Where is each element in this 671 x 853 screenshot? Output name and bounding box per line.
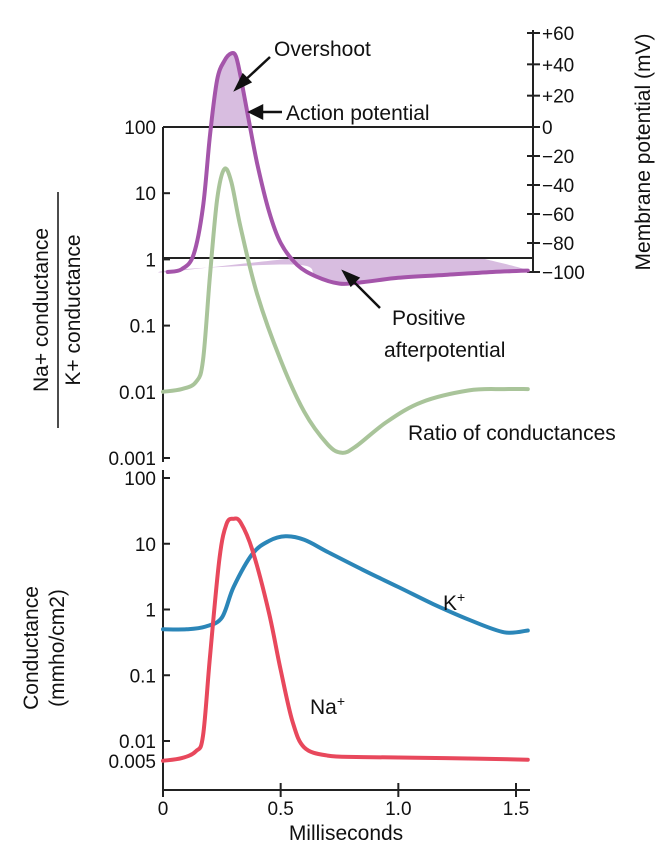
na-plus: + bbox=[337, 693, 345, 709]
mv-tick-label: −100 bbox=[542, 263, 585, 284]
ratio-axis-title: Na+ conductance K+ conductance bbox=[30, 192, 85, 428]
membrane-axis-title-group: Membrane potential (mV) bbox=[632, 34, 655, 271]
mv-tick-label: −20 bbox=[542, 147, 574, 168]
x-tick-label: 0.5 bbox=[267, 799, 293, 820]
action-potential-line bbox=[165, 50, 530, 286]
mv-tick-label: −60 bbox=[542, 205, 574, 226]
ratio-of-conductances-line bbox=[161, 166, 530, 455]
ratio-y-tick-label: 0.1 bbox=[130, 317, 156, 338]
x-tick-label: 1.0 bbox=[385, 799, 411, 820]
action-potential-label: Action potential bbox=[286, 102, 430, 125]
conductance-axis-title: Conductance (mmho/cm2) bbox=[20, 586, 69, 710]
ratio-axis-denominator: K+ conductance bbox=[62, 234, 85, 385]
conductance-y-tick-label: 0.1 bbox=[130, 666, 156, 687]
afterpotential-arrow bbox=[351, 279, 381, 309]
conductance-y-tick-label: 0.005 bbox=[108, 752, 156, 773]
mv-tick-label: −40 bbox=[542, 176, 574, 197]
conductance-y-tick-label: 100 bbox=[124, 469, 156, 490]
ratio-y-tick-label: 1 bbox=[145, 250, 156, 271]
mv-tick-label: 0 bbox=[542, 118, 553, 139]
mv-tick-label: +40 bbox=[542, 55, 574, 76]
conductance-title-line1: Conductance bbox=[20, 586, 43, 710]
overshoot-arrowhead bbox=[233, 72, 253, 92]
x-tick-label: 1.5 bbox=[503, 799, 529, 820]
ratio-y-tick-label: 0.001 bbox=[108, 449, 156, 470]
k-series-label: K+ bbox=[443, 589, 465, 615]
tick-marks bbox=[162, 32, 540, 797]
ratio-y-tick-label: 100 bbox=[124, 118, 156, 139]
ratio-y-tick-label: 0.01 bbox=[119, 383, 156, 404]
action-potential-arrowhead bbox=[247, 103, 264, 121]
tick-labels: 1001010.10.010.001+60+40+200−20−40−60−80… bbox=[108, 24, 584, 820]
na-series-label: Na+ bbox=[310, 693, 345, 719]
mv-tick-label: −80 bbox=[542, 234, 574, 255]
membrane-axis-title: Membrane potential (mV) bbox=[632, 34, 655, 271]
mv-tick-label: +60 bbox=[542, 24, 574, 45]
conductance-title-line2: (mmho/cm2) bbox=[46, 589, 69, 707]
ratio-axis-numerator: Na+ conductance bbox=[30, 228, 53, 392]
k-plus: + bbox=[457, 589, 465, 605]
k-symbol: K bbox=[443, 592, 457, 615]
overshoot-label: Overshoot bbox=[274, 38, 371, 61]
x-tick-label: 0 bbox=[158, 799, 169, 820]
conductance-y-tick-label: 0.01 bbox=[119, 732, 156, 753]
annotation-arrows bbox=[233, 56, 381, 309]
conductance-y-tick-label: 10 bbox=[135, 535, 156, 556]
positive-label: Positive bbox=[392, 307, 466, 330]
na-conductance-line bbox=[161, 516, 530, 763]
afterpotential-label: afterpotential bbox=[384, 339, 505, 362]
x-axis-title: Milliseconds bbox=[289, 822, 403, 845]
conductance-y-tick-label: 1 bbox=[145, 601, 156, 622]
na-symbol: Na bbox=[310, 696, 337, 719]
mv-tick-label: +20 bbox=[542, 87, 574, 108]
ratio-label: Ratio of conductances bbox=[408, 422, 616, 445]
afterpotential-arrowhead bbox=[341, 269, 361, 288]
ratio-y-tick-label: 10 bbox=[135, 184, 156, 205]
